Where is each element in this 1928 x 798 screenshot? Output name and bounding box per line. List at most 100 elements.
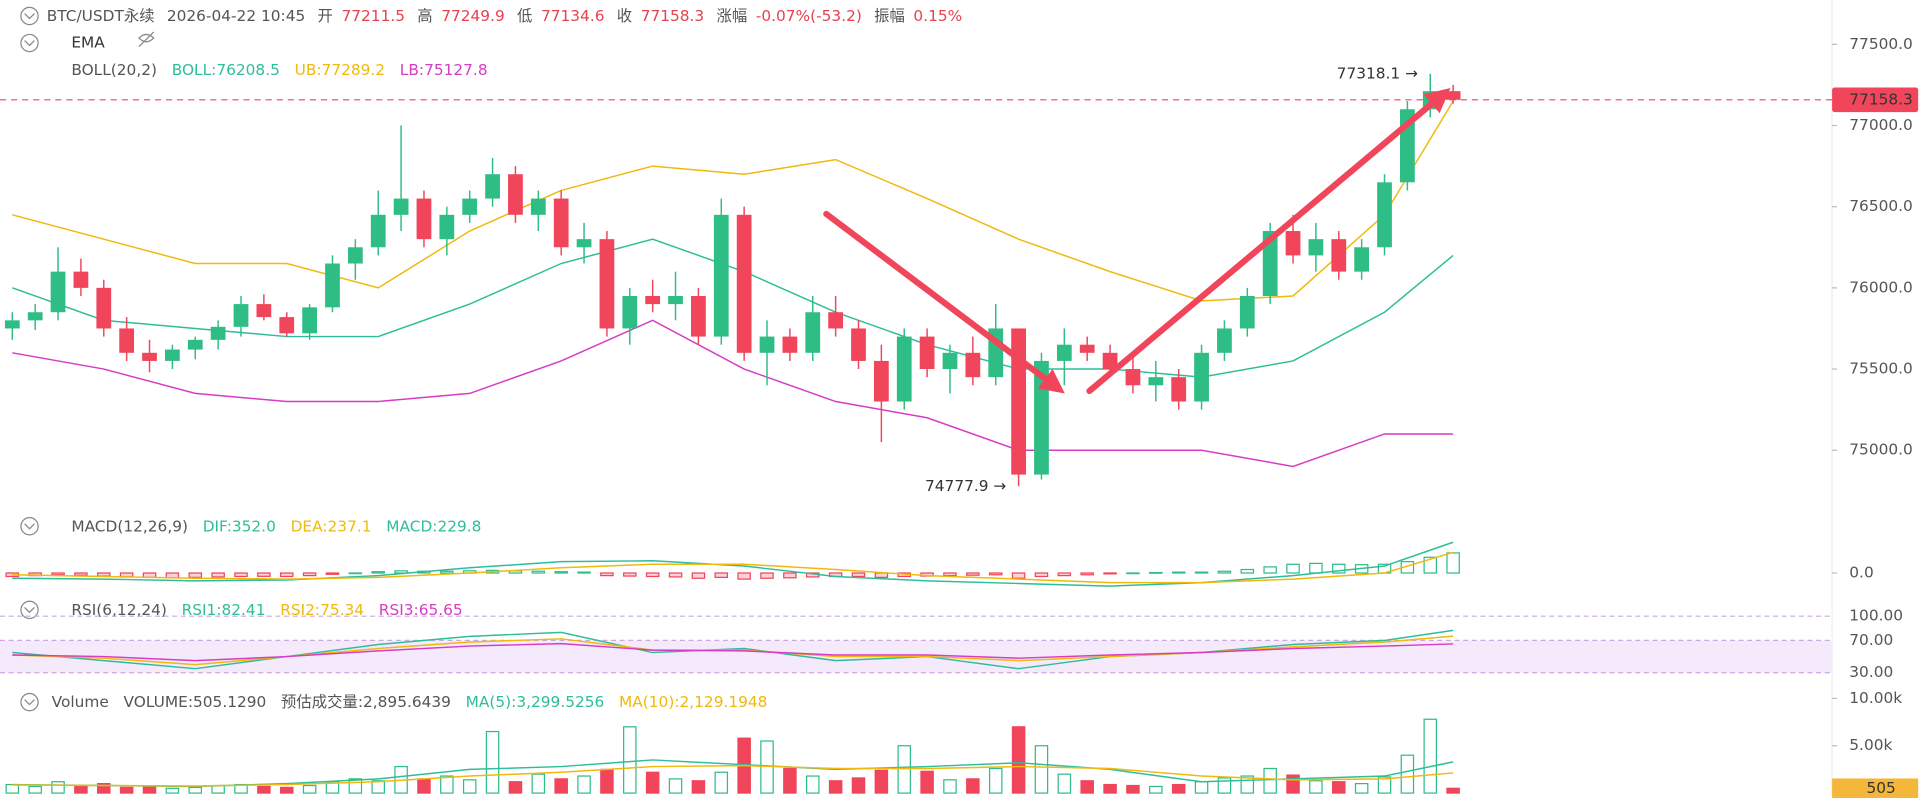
macd-bar bbox=[1126, 572, 1140, 575]
macd-bar bbox=[1217, 570, 1232, 574]
macd-bar bbox=[302, 572, 317, 577]
volume-bar bbox=[51, 781, 65, 794]
macd-bar bbox=[645, 572, 660, 578]
candle-body bbox=[896, 336, 912, 402]
candle-body bbox=[27, 312, 43, 321]
candle-body bbox=[782, 336, 798, 353]
volume-bar bbox=[1263, 767, 1277, 794]
last-volume-label: 505 bbox=[1867, 779, 1896, 797]
y-tick-label: 30.00 bbox=[1849, 663, 1893, 681]
macd-bar bbox=[531, 570, 546, 574]
macd-bar bbox=[1171, 571, 1186, 574]
candle-body bbox=[828, 312, 844, 329]
volume-bar bbox=[1377, 776, 1392, 794]
macd-bar bbox=[51, 572, 65, 576]
macd-bar bbox=[874, 572, 889, 578]
volume-bar bbox=[874, 769, 889, 794]
candle-body bbox=[1445, 91, 1461, 100]
candle-body bbox=[851, 328, 866, 361]
candle-body bbox=[805, 312, 821, 353]
macd-bar bbox=[691, 572, 706, 579]
macd-bar bbox=[348, 572, 363, 575]
macd-bar bbox=[1423, 556, 1438, 574]
macd-bar bbox=[668, 572, 683, 578]
y-tick-label: 76000.0 bbox=[1849, 278, 1913, 296]
candle-body bbox=[530, 198, 546, 215]
candle-body bbox=[553, 198, 569, 248]
macd-bar bbox=[623, 572, 637, 577]
volume-bar bbox=[1149, 785, 1163, 794]
open: 77211.5 bbox=[341, 6, 405, 24]
candle-body bbox=[1194, 352, 1209, 402]
open-label: 开 bbox=[318, 6, 333, 24]
volume-bar bbox=[1080, 780, 1094, 794]
legend-entry: BOLL:76208.5 bbox=[172, 61, 280, 79]
macd-bar bbox=[1103, 572, 1117, 575]
macd-bar bbox=[1309, 562, 1323, 574]
candle-body bbox=[1011, 328, 1026, 475]
volume-bar bbox=[1171, 783, 1186, 794]
volume-bar bbox=[302, 784, 317, 794]
macd-bar bbox=[1149, 571, 1163, 574]
legend-macd: MACD(12,26,9) DIF:352.0 DEA:237.1 MACD:2… bbox=[71, 517, 481, 535]
icons bbox=[20, 6, 155, 712]
candle-body bbox=[347, 247, 363, 264]
candle-body bbox=[1079, 344, 1095, 353]
volume-bar bbox=[600, 768, 614, 794]
macd-bar bbox=[234, 572, 248, 578]
volume-bar bbox=[645, 771, 660, 794]
legend-entry: RSI1:82.41 bbox=[182, 600, 266, 618]
macd-bar bbox=[783, 572, 797, 579]
legend-entry: DEA:237.1 bbox=[291, 517, 372, 535]
candle-body bbox=[1239, 295, 1255, 329]
macd-bar bbox=[74, 572, 88, 576]
candle-body bbox=[1331, 239, 1347, 272]
volume-bar bbox=[805, 775, 820, 794]
y-tick-label: 5.00k bbox=[1849, 736, 1892, 754]
macd-bar bbox=[1332, 563, 1346, 574]
y-tick-label: 77500.0 bbox=[1849, 35, 1913, 53]
macd-bar bbox=[1194, 571, 1209, 574]
candle-body bbox=[393, 198, 409, 215]
indicator-line bbox=[12, 759, 1454, 788]
candle-body bbox=[96, 287, 112, 329]
candle-body bbox=[576, 239, 592, 248]
macd-bar bbox=[371, 571, 385, 574]
indicator-line bbox=[12, 551, 1454, 584]
indicator: MACD(12,26,9) bbox=[71, 517, 188, 535]
candle-body bbox=[416, 198, 432, 240]
y-tick-label: 100.00 bbox=[1849, 607, 1903, 625]
close-label: 收 bbox=[617, 6, 632, 24]
close: 77158.3 bbox=[641, 6, 705, 24]
candle-body bbox=[302, 307, 317, 334]
macd-bar bbox=[714, 572, 729, 578]
indicator: RSI(6,12,24) bbox=[71, 600, 167, 618]
candle-body bbox=[1171, 377, 1187, 402]
volume-bar bbox=[165, 787, 180, 794]
y-tick-label: 75000.0 bbox=[1849, 441, 1913, 459]
time: 2026-04-22 10:45 bbox=[167, 6, 305, 24]
volume-bar bbox=[1423, 718, 1438, 794]
indicator: Volume bbox=[52, 693, 109, 711]
volume-bar bbox=[920, 770, 934, 794]
volume-bar bbox=[462, 779, 477, 794]
candle-body bbox=[919, 336, 935, 370]
macd-bar bbox=[1080, 572, 1094, 576]
volume-bar bbox=[668, 778, 683, 794]
macd-bar bbox=[737, 572, 751, 580]
indicator-line bbox=[12, 319, 1454, 468]
candle-body bbox=[508, 174, 523, 215]
low: 77134.6 bbox=[541, 6, 605, 24]
legend-entry: VOLUME:505.1290 bbox=[124, 693, 267, 711]
macd-bar bbox=[1034, 572, 1049, 578]
volume-bar bbox=[943, 779, 957, 794]
volume-bar bbox=[417, 778, 431, 794]
macd-bar bbox=[943, 572, 957, 577]
indicator-line bbox=[12, 541, 1454, 587]
macd-bar bbox=[577, 571, 591, 574]
indicator-line bbox=[12, 764, 1454, 787]
macd-bar bbox=[1446, 552, 1460, 574]
macd-bar bbox=[554, 571, 568, 574]
macd-bar bbox=[1263, 566, 1277, 574]
macd-bar bbox=[257, 572, 271, 577]
